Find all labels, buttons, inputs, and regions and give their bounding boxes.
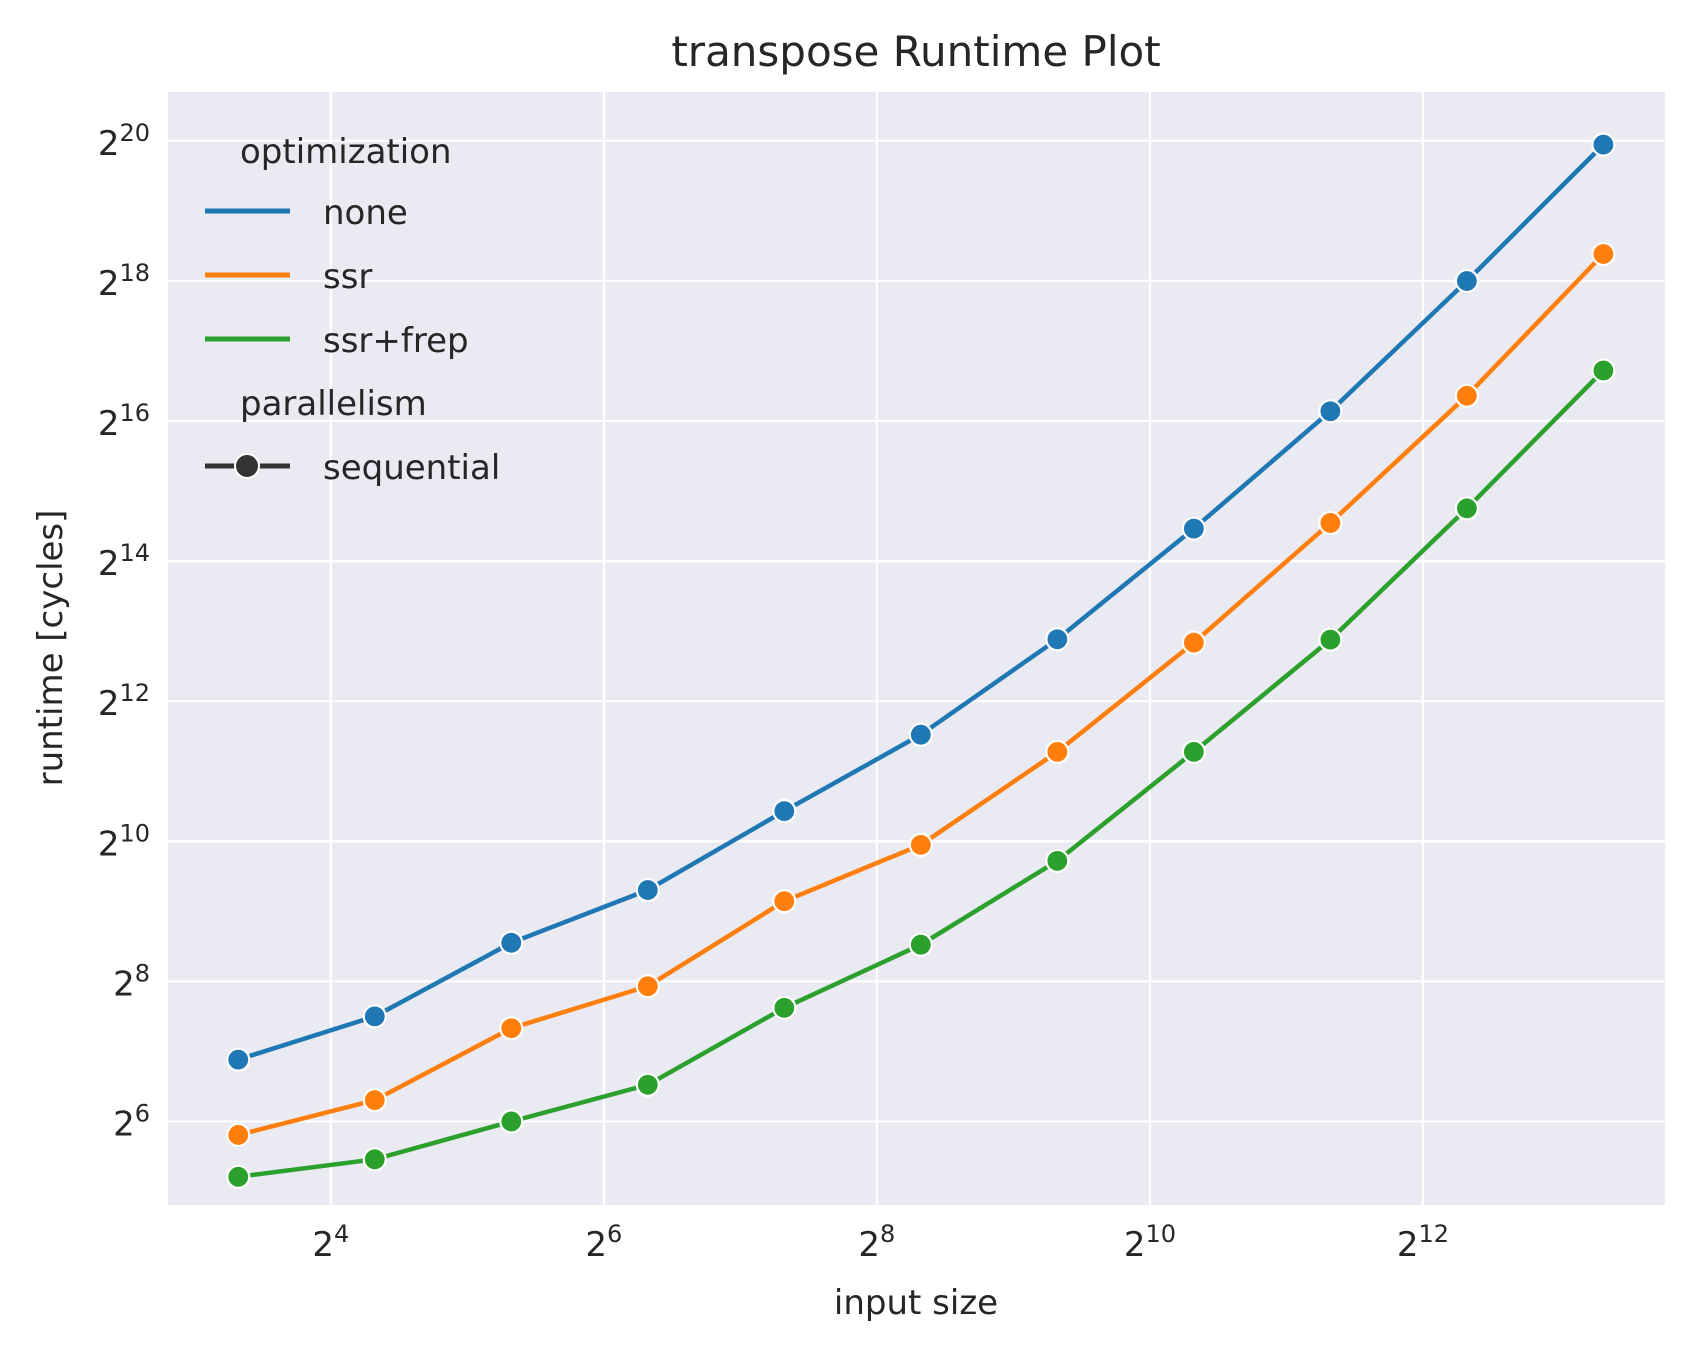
data-point-ssr <box>226 1122 251 1148</box>
data-point-ssr <box>362 1088 387 1113</box>
y-tick-label: 212 <box>98 679 150 724</box>
data-point-none <box>226 1047 251 1072</box>
data-point-ssr-frep <box>1591 358 1616 383</box>
x-tick-label: 212 <box>1397 1220 1449 1265</box>
data-point-none <box>1045 627 1070 652</box>
y-tick-exponent: 10 <box>119 819 150 847</box>
y-tick-exponent: 8 <box>135 959 150 987</box>
x-tick-exponent: 6 <box>607 1220 622 1248</box>
y-tick-label: 220 <box>98 119 150 164</box>
y-axis-label: runtime [cycles] <box>31 510 71 787</box>
legend-title-parallelism: parallelism <box>240 384 427 424</box>
y-tick-exponent: 20 <box>119 119 150 147</box>
y-tick-exponent: 18 <box>119 259 150 287</box>
grid-lines <box>168 92 1665 1205</box>
data-point-ssr-frep <box>772 995 797 1020</box>
x-tick-label: 28 <box>858 1220 895 1265</box>
data-point-none <box>1318 399 1343 424</box>
x-tick-labels: 24 26 28 210 212 <box>312 1220 1449 1265</box>
y-tick-base: 2 <box>98 264 120 304</box>
data-point-ssr <box>499 1016 524 1041</box>
plot-area <box>168 92 1665 1205</box>
data-point-ssr-frep <box>499 1109 524 1134</box>
x-tick-label: 24 <box>312 1220 349 1265</box>
data-point-ssr <box>1181 630 1206 655</box>
y-tick-base: 2 <box>98 544 120 584</box>
x-tick-exponent: 12 <box>1418 1220 1449 1248</box>
x-tick-base: 2 <box>1124 1225 1146 1265</box>
data-point-ssr <box>772 889 797 914</box>
y-tick-base: 2 <box>98 684 120 724</box>
data-point-ssr-frep <box>908 932 933 957</box>
y-tick-base: 2 <box>98 404 120 444</box>
legend: optimization none ssr ssr+frep paralleli… <box>205 132 500 488</box>
y-tick-base: 2 <box>113 964 135 1004</box>
data-point-none <box>362 1004 387 1029</box>
y-tick-exponent: 12 <box>119 679 150 707</box>
data-point-none <box>772 799 797 824</box>
y-tick-label: 214 <box>98 539 150 584</box>
data-point-ssr-frep <box>1045 848 1070 874</box>
legend-title-optimization: optimization <box>240 132 452 172</box>
series-layer <box>226 132 1616 1189</box>
y-tick-label: 210 <box>98 819 150 864</box>
y-tick-exponent: 14 <box>119 539 150 567</box>
x-tick-base: 2 <box>312 1225 334 1265</box>
data-point-none <box>499 930 524 955</box>
x-tick-exponent: 10 <box>1145 1220 1176 1248</box>
y-tick-exponent: 16 <box>119 399 150 427</box>
y-tick-base: 2 <box>113 1104 135 1144</box>
data-point-ssr-frep <box>226 1164 251 1189</box>
data-point-ssr <box>1045 739 1070 764</box>
data-point-ssr-frep <box>1318 627 1343 652</box>
legend-marker-sequential <box>234 453 260 479</box>
data-point-none <box>1454 268 1479 294</box>
legend-label-sequential: sequential <box>323 448 500 488</box>
chart-title: transpose Runtime Plot <box>671 27 1160 76</box>
x-tick-label: 26 <box>585 1220 622 1265</box>
data-point-ssr-frep <box>1454 496 1479 521</box>
data-point-ssr-frep <box>635 1072 660 1097</box>
x-tick-base: 2 <box>858 1225 880 1265</box>
y-tick-label: 218 <box>98 259 150 304</box>
data-point-ssr-frep <box>362 1147 387 1172</box>
data-point-none <box>1591 132 1616 157</box>
x-tick-exponent: 4 <box>334 1220 349 1248</box>
data-point-ssr <box>908 832 933 857</box>
y-tick-label: 216 <box>98 399 150 444</box>
y-tick-label: 26 <box>113 1099 150 1144</box>
x-tick-base: 2 <box>1397 1225 1419 1265</box>
data-point-ssr-frep <box>1181 739 1206 764</box>
data-point-none <box>1181 516 1206 541</box>
data-point-ssr <box>1591 241 1616 267</box>
data-point-ssr <box>1454 383 1479 408</box>
x-axis-label: input size <box>834 1283 998 1323</box>
legend-label-none: none <box>323 193 408 233</box>
data-point-none <box>908 722 933 747</box>
data-point-none <box>635 877 660 903</box>
legend-label-ssr-frep: ssr+frep <box>323 321 469 361</box>
data-point-ssr <box>1318 510 1343 536</box>
data-point-ssr <box>635 974 660 999</box>
x-tick-exponent: 8 <box>880 1220 895 1248</box>
y-tick-base: 2 <box>98 824 120 864</box>
legend-label-ssr: ssr <box>323 257 372 297</box>
x-tick-base: 2 <box>585 1225 607 1265</box>
y-tick-exponent: 6 <box>135 1099 150 1127</box>
y-tick-label: 28 <box>113 959 150 1004</box>
x-tick-label: 210 <box>1124 1220 1176 1265</box>
y-tick-base: 2 <box>98 124 120 164</box>
